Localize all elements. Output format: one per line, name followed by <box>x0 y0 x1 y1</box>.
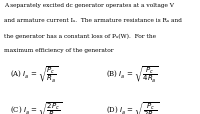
Text: (D) $I_a$ = $\sqrt{\dfrac{P_c}{2R_a}}$: (D) $I_a$ = $\sqrt{\dfrac{P_c}{2R_a}}$ <box>106 99 159 114</box>
Text: (B) $I_a$ = $\sqrt{\dfrac{P_c}{4R_a}}$: (B) $I_a$ = $\sqrt{\dfrac{P_c}{4R_a}}$ <box>106 64 159 83</box>
Text: and armature current Iₐ.  The armature resistance is Rₐ and: and armature current Iₐ. The armature re… <box>4 18 182 23</box>
Text: A separately excited dc generator operates at a voltage V: A separately excited dc generator operat… <box>4 3 174 8</box>
Text: maximum efficiency of the generator: maximum efficiency of the generator <box>4 48 114 53</box>
Text: the generator has a constant loss of Pₐ(W).  For the: the generator has a constant loss of Pₐ(… <box>4 33 156 38</box>
Text: (C) $I_a$ = $\sqrt{\dfrac{2P_c}{R_a}}$: (C) $I_a$ = $\sqrt{\dfrac{2P_c}{R_a}}$ <box>10 99 62 114</box>
Text: (A) $I_a$ = $\sqrt{\dfrac{P_c}{R_a}}$: (A) $I_a$ = $\sqrt{\dfrac{P_c}{R_a}}$ <box>10 64 58 83</box>
